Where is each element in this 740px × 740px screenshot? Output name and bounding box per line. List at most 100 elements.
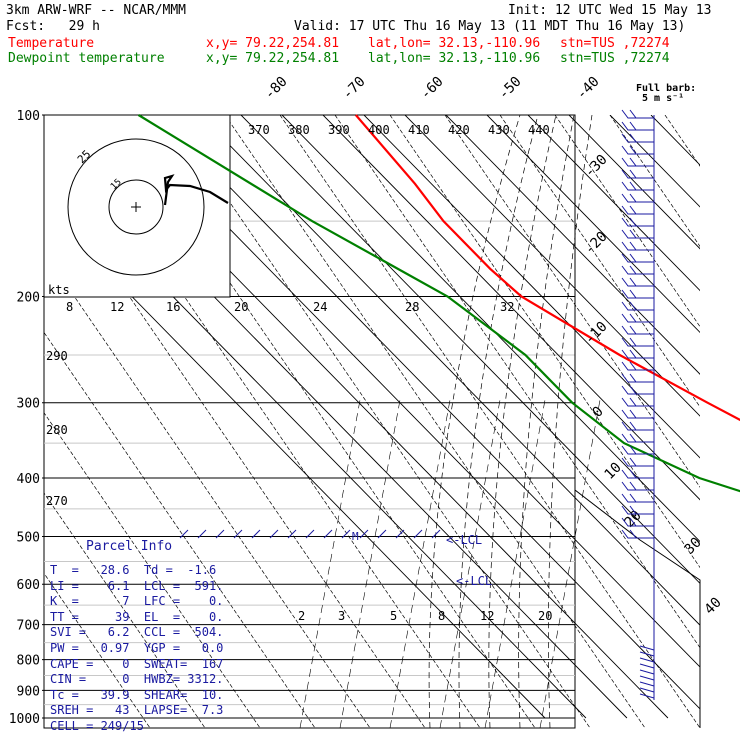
mixing-ratio-label: 8 (438, 609, 445, 623)
hodograph-speed-label: 32 (500, 300, 514, 314)
dry-adiabat-line (44, 572, 151, 728)
moist-adiabat-line (488, 115, 557, 728)
pressure-tick-label: 700 (17, 619, 40, 634)
wind-barb-tick (377, 529, 387, 539)
isotherm-line (199, 115, 700, 626)
theta-label: 420 (448, 123, 470, 137)
pressure-tick-label: 500 (17, 530, 40, 545)
sounding-series (137, 114, 740, 493)
wind-barb (639, 663, 655, 669)
wind-barb-tick (629, 241, 637, 251)
wind-barb-tick (629, 145, 637, 155)
wind-barb-tick (629, 361, 637, 371)
mixing-ratio-label: 3 (338, 609, 345, 623)
dewpoint-latlon: lat,lon= 32.13,-110.96 (368, 51, 541, 66)
isotherm-line (322, 115, 700, 501)
wind-barb (621, 373, 654, 383)
wind-barb (621, 277, 654, 287)
wind-barb (621, 505, 654, 515)
wind-barb (621, 421, 654, 431)
valid-time: Valid: 17 UTC Thu 16 May 13 (11 MDT Thu … (294, 19, 686, 34)
hodograph-trace (163, 174, 229, 206)
right-temperature-label: 30 (682, 535, 705, 558)
parcel-info-row: SVI = 6.2 CCL = 504. (50, 625, 224, 640)
wind-barb-tick (629, 229, 637, 239)
parcel-info-row: Tc = 39.9 SHEAR= 10. (50, 687, 224, 702)
wind-barb-tick (323, 529, 333, 539)
wind-barb (621, 193, 654, 203)
wind-barb-tick (359, 529, 369, 539)
mixing-ratio-label: 20 (538, 609, 552, 623)
theta-label: 440 (528, 123, 550, 137)
right-temperature-label: -20 (582, 229, 611, 258)
right-boundary (574, 115, 701, 728)
wind-barb-tick (305, 529, 315, 539)
wind-barb (621, 109, 654, 119)
lcl-marker: <-LCL (456, 574, 492, 588)
mixing-ratio-label: 5 (390, 609, 397, 623)
isotherm-line (527, 115, 700, 292)
dry-adiabat-line (44, 412, 261, 728)
mixing-ratio-line (389, 399, 451, 728)
wind-barb-tick (629, 193, 637, 203)
wind-barb (621, 241, 654, 251)
wind-barb-tick (629, 505, 637, 515)
wind-barb (639, 651, 655, 657)
dry-adiabat-line (279, 115, 700, 728)
wind-barb (639, 681, 655, 687)
wind-barb-tick (629, 421, 637, 431)
wind-barb (639, 645, 655, 651)
hodograph-box (43, 114, 231, 298)
pressure-tick-label: 100 (17, 109, 40, 124)
wind-barb-tick (629, 205, 637, 215)
temperature-legend-label: Temperature (8, 36, 95, 51)
wind-barb (639, 669, 655, 675)
series-group (137, 114, 740, 493)
wind-barb-tick (629, 409, 637, 419)
wind-barb (621, 493, 654, 503)
wind-barb-tick (629, 373, 637, 383)
dewpoint-station: stn=TUS ,72274 (560, 51, 670, 66)
parcel-info-row: TT = 39 EL = 0. (50, 609, 224, 624)
wind-barb (621, 481, 654, 491)
wind-barb-tick (287, 529, 297, 539)
wind-barb (621, 253, 654, 263)
hodograph-unit-label: kts (48, 283, 70, 297)
parcel-info-row: PW = 0.97 YGP = 0.0 (50, 641, 224, 655)
barb-legend-title: Full barb: (636, 83, 697, 94)
wind-barb (621, 361, 654, 371)
moist-adiabat-line (548, 115, 593, 728)
parcel-info-row: CELL = 249/15 (50, 719, 144, 733)
wind-barb (621, 229, 654, 239)
dry-adiabat-line (44, 331, 316, 728)
parcel-info-title: Parcel Info (86, 539, 173, 554)
wind-barb-tick (251, 529, 261, 539)
dry-adiabat-line (444, 115, 700, 488)
wind-barb-tick (629, 109, 637, 119)
theta-label: 400 (368, 123, 390, 137)
wind-barb-tick (629, 121, 637, 131)
pressure-tick-label: 600 (17, 578, 40, 593)
top-temperature-label: -50 (496, 74, 525, 103)
wind-barb-tick (629, 277, 637, 287)
wind-barb-tick (629, 457, 637, 467)
wind-barb (621, 517, 654, 527)
temperature-profile-line (354, 114, 740, 422)
wind-barb (621, 397, 654, 407)
top-temperature-label: -80 (262, 74, 291, 103)
wind-barb-tick (629, 433, 637, 443)
wind-barb-tick (629, 493, 637, 503)
wind-barb (621, 265, 654, 275)
temperature-latlon: lat,lon= 32.13,-110.96 (368, 36, 541, 51)
isotherm-line (609, 115, 700, 208)
theta-label: 410 (408, 123, 430, 137)
isotherm-line (158, 115, 700, 668)
theta-label: 370 (248, 123, 270, 137)
lcl-marker: <-LCL (446, 533, 482, 547)
mixing-ratio-line (539, 399, 601, 728)
wind-barb (621, 457, 654, 467)
moist-adiabat-line (518, 115, 575, 728)
wind-barb (621, 349, 654, 359)
wind-barb-tick (629, 337, 637, 347)
